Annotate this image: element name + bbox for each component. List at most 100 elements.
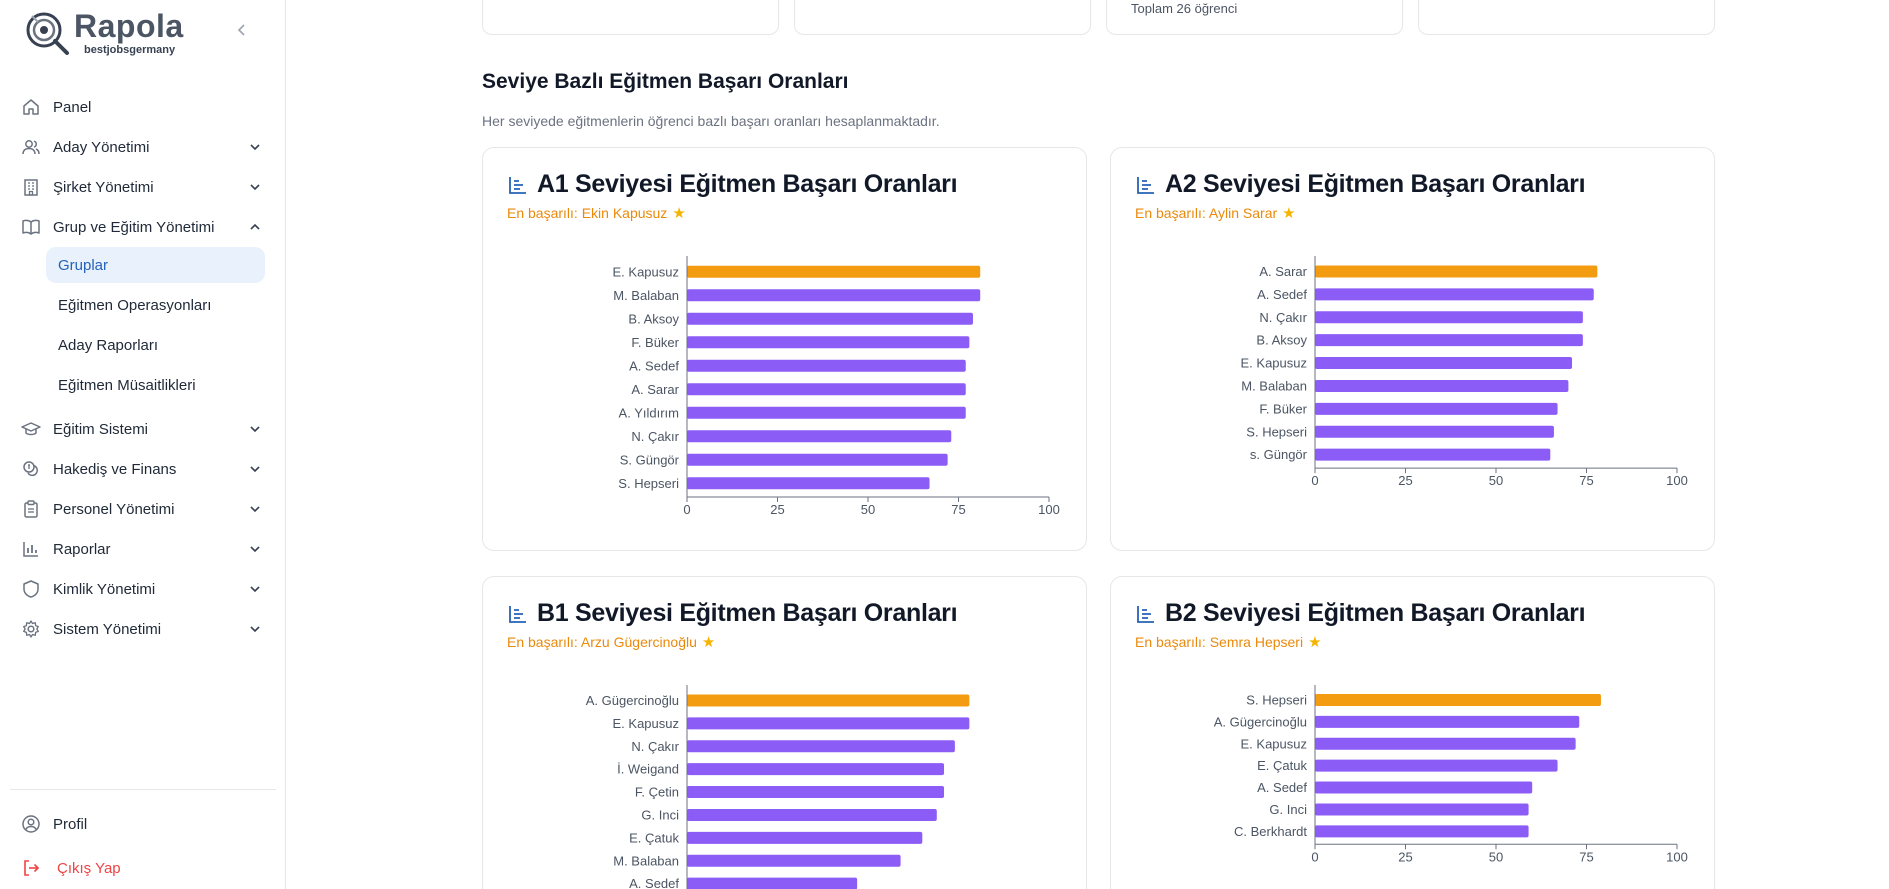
- chart-icon: [1137, 605, 1154, 623]
- chart-bar: [687, 717, 970, 730]
- chevron-down-icon: [250, 586, 260, 593]
- star-icon: ★: [701, 634, 716, 651]
- sidebar-item-label: Raporlar: [53, 540, 111, 558]
- building-icon: [20, 176, 42, 198]
- sidebar-item-sistem-yonetimi[interactable]: Sistem Yönetimi: [20, 613, 266, 645]
- chart-bar: [1315, 737, 1576, 750]
- chart-tick-label: 75: [1579, 849, 1593, 864]
- graduation-cap-icon: [20, 418, 42, 440]
- chart-svg: S. Hepseri A. Gügercinoğlu E. Kapusuz E. Ça…: [1214, 685, 1688, 864]
- chart-bar: [1315, 288, 1594, 301]
- chart-bar: [687, 477, 930, 490]
- sidebar-subitem-gruplar[interactable]: Gruplar: [46, 247, 265, 283]
- chevron-down-icon: [250, 546, 260, 553]
- chart-title: B1 Seviyesi Eğitmen Başarı Oranları: [537, 599, 958, 627]
- coins-icon: [20, 458, 42, 480]
- chart-category-label: C. Berkhardt: [1234, 824, 1307, 839]
- summary-card: [482, 0, 779, 35]
- chart-category-label: F. Büker: [631, 335, 679, 350]
- logout-button[interactable]: Çıkış Yap: [20, 852, 266, 884]
- chart-category-label: G. Inci: [641, 807, 679, 822]
- chart-bar: [1315, 715, 1580, 728]
- chart-tick-label: 25: [1398, 849, 1412, 864]
- sidebar-item-sirket-yonetimi[interactable]: Şirket Yönetimi: [20, 171, 266, 203]
- chart-category-label: S. Hepseri: [618, 476, 679, 491]
- section-title: Seviye Bazlı Eğitmen Başarı Oranları: [482, 70, 849, 93]
- chevron-down-icon: [250, 144, 260, 151]
- chart-tick-label: 75: [951, 502, 965, 517]
- chart-bar: [687, 406, 966, 419]
- chart-tick-label: 25: [1398, 473, 1412, 488]
- chart-best-label: En başarılı: Aylin Sarar: [1135, 205, 1278, 221]
- chart-category-label: s. Güngör: [1250, 447, 1308, 462]
- chart-bar: [1315, 311, 1583, 324]
- chart-bar: [687, 265, 981, 278]
- chart-bar: [1315, 781, 1533, 794]
- chart-category-label: F. Çetin: [635, 785, 679, 800]
- collapse-sidebar-button[interactable]: [232, 20, 252, 42]
- sidebar-subitem-egitmen-musaitlikleri[interactable]: Eğitmen Müsaitlikleri: [58, 376, 196, 394]
- logout-icon: [20, 857, 42, 879]
- chart-category-label: A. Gügercinoğlu: [586, 693, 679, 708]
- sidebar-item-label: Grup ve Eğitim Yönetimi: [53, 218, 215, 236]
- bar-chart-icon: [20, 538, 42, 560]
- chart-category-label: A. Sedef: [1257, 780, 1307, 795]
- sidebar-item-hakedis-finans[interactable]: Hakediş ve Finans: [20, 453, 266, 485]
- chart-tick-label: 0: [1311, 473, 1318, 488]
- chart-category-label: E. Çatuk: [1257, 758, 1307, 773]
- book-icon: [20, 216, 42, 238]
- chart-best-label: En başarılı: Ekin Kapusuz: [507, 205, 668, 221]
- sidebar-item-raporlar[interactable]: Raporlar: [20, 533, 266, 565]
- chevron-down-icon: [250, 626, 260, 633]
- sidebar-item-kimlik-yonetimi[interactable]: Kimlik Yönetimi: [20, 573, 266, 605]
- sidebar-item-label: Eğitim Sistemi: [53, 420, 149, 438]
- chart-bar: [1315, 693, 1601, 706]
- logo[interactable]: Rapola bestjobsgermany: [24, 8, 184, 58]
- sidebar-subitem-egitmen-operasyonlari[interactable]: Eğitmen Operasyonları: [58, 296, 212, 314]
- sidebar-subitem-aday-raporlari[interactable]: Aday Raporları: [58, 336, 159, 354]
- profile-link[interactable]: Profil: [20, 808, 266, 840]
- chart-bar: [687, 786, 945, 799]
- chart-bar: [1315, 357, 1573, 370]
- chart-bar: [1315, 379, 1569, 392]
- chart-category-label: N. Çakır: [631, 739, 679, 754]
- chart-category-label: M. Balaban: [613, 288, 679, 303]
- chart-bar: [1315, 825, 1529, 838]
- chart-tick-label: 75: [1579, 473, 1593, 488]
- chevron-down-icon: [250, 506, 260, 513]
- chart-category-label: A. Sarar: [631, 382, 679, 397]
- sidebar-item-personel-yonetimi[interactable]: Personel Yönetimi: [20, 493, 266, 525]
- summary-card: Toplam 26 öğrenci: [1106, 0, 1403, 35]
- chart-category-label: A. Sedef: [629, 358, 679, 373]
- chart-category-label: S. Hepseri: [1246, 692, 1307, 707]
- chart-tick-label: 100: [1666, 473, 1688, 488]
- chart-tick-label: 0: [1311, 849, 1318, 864]
- chart-bar: [687, 763, 945, 776]
- chart-tick-label: 100: [1038, 502, 1060, 517]
- sidebar-item-panel[interactable]: Panel: [20, 91, 266, 123]
- chart-category-label: S. Hepseri: [1246, 424, 1307, 439]
- chevron-up-icon: [250, 223, 260, 230]
- logo-icon: [26, 12, 69, 55]
- chart-bar: [687, 430, 952, 443]
- chart-category-label: E. Kapusuz: [613, 264, 680, 279]
- chart-category-label: M. Balaban: [1241, 378, 1307, 393]
- chart-category-label: A. Sarar: [1259, 264, 1307, 279]
- chart-bar: [1315, 265, 1598, 278]
- chart-title: A2 Seviyesi Eğitmen Başarı Oranları: [1165, 170, 1586, 198]
- chart-svg: A. Sarar A. Sedef N. Çakır B. Aksoy E. Kapus…: [1241, 256, 1688, 488]
- chart-bar: [687, 359, 966, 372]
- summary-card: [794, 0, 1091, 35]
- sidebar-item-label: Sistem Yönetimi: [53, 620, 162, 638]
- sidebar-item-egitim-sistemi[interactable]: Eğitim Sistemi: [20, 413, 266, 445]
- chart-bar: [1315, 334, 1583, 347]
- chart-category-label: A. Sedef: [629, 876, 679, 889]
- sidebar-item-grup-egitim-yonetimi[interactable]: Grup ve Eğitim Yönetimi: [20, 211, 266, 243]
- chart-tick-label: 25: [770, 502, 784, 517]
- chart-tick-label: 50: [861, 502, 875, 517]
- chart-category-label: F. Büker: [1259, 401, 1307, 416]
- sidebar-item-label: Personel Yönetimi: [53, 500, 175, 518]
- chart-category-label: A. Yıldırım: [619, 405, 679, 420]
- chart-category-label: G. Inci: [1269, 802, 1307, 817]
- sidebar-item-aday-yonetimi[interactable]: Aday Yönetimi: [20, 131, 266, 163]
